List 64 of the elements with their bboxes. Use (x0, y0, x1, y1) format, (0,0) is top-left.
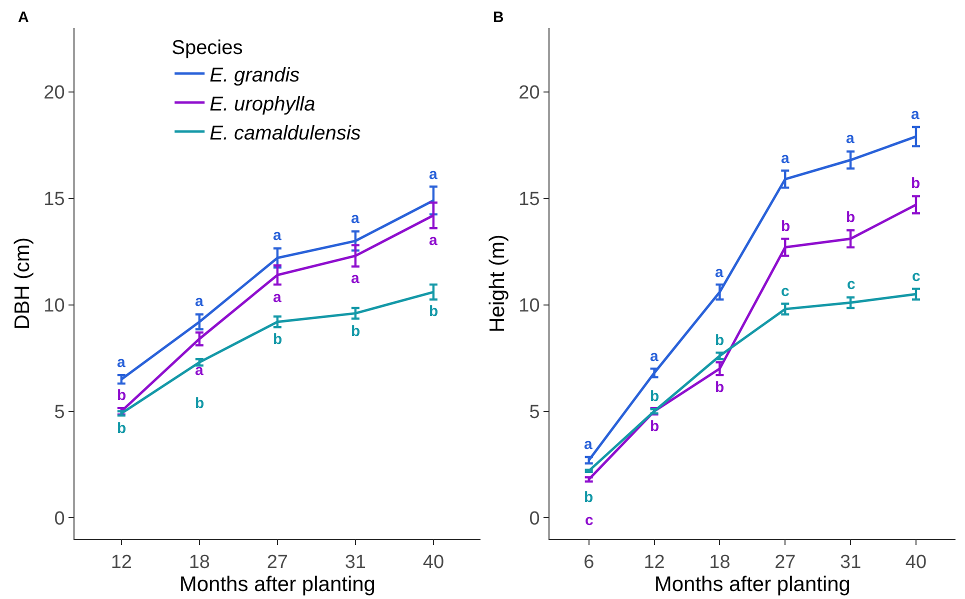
x-tick-label: 18 (188, 552, 210, 573)
data-label: b (429, 303, 438, 320)
data-label: b (117, 420, 126, 437)
data-label: a (195, 293, 204, 310)
data-label: b (911, 175, 920, 192)
x-axis-title: Months after planting (179, 572, 376, 596)
data-label: a (351, 210, 360, 227)
data-label: a (117, 354, 126, 371)
y-tick-label: 10 (518, 295, 540, 316)
y-tick-label: 0 (54, 508, 65, 530)
legend-label: E. camaldulensis (210, 122, 361, 144)
data-label: a (429, 166, 438, 183)
data-label: a (429, 232, 438, 249)
data-label: b (715, 332, 724, 349)
x-tick-label: 31 (344, 552, 366, 573)
data-label: c (912, 268, 920, 285)
x-tick-label: 27 (266, 552, 288, 573)
x-tick-label: 6 (584, 552, 594, 573)
data-label: b (195, 395, 204, 412)
data-label: a (911, 106, 920, 123)
data-label: b (273, 331, 282, 348)
legend-label: E. grandis (210, 64, 300, 86)
y-tick-label: 5 (54, 402, 65, 423)
data-label: a (650, 348, 659, 365)
data-label: b (715, 379, 724, 396)
y-axis-title: DBH (cm) (10, 237, 34, 330)
data-label: a (273, 227, 282, 244)
y-tick-label: 10 (44, 295, 65, 316)
x-tick-label: 12 (644, 552, 665, 573)
x-axis-title: Months after planting (654, 572, 850, 596)
data-label: a (584, 436, 593, 453)
data-label: b (650, 418, 660, 435)
y-tick-label: 15 (518, 188, 540, 210)
y-tick-label: 20 (44, 82, 65, 104)
y-tick-label: 0 (529, 508, 540, 530)
x-tick-label: 40 (905, 552, 927, 573)
data-label: a (715, 264, 724, 281)
x-tick-label: 27 (774, 552, 796, 573)
data-label: b (117, 387, 126, 404)
y-tick-label: 20 (518, 82, 540, 104)
x-tick-label: 12 (110, 552, 132, 573)
x-tick-label: 31 (840, 552, 862, 573)
data-label: c (781, 283, 790, 300)
data-label: a (195, 362, 204, 379)
data-label: a (781, 150, 790, 167)
chart-title: A (18, 9, 29, 26)
chart-title: B (493, 9, 504, 26)
data-label: b (781, 218, 790, 235)
data-label: c (585, 512, 594, 529)
data-label: b (584, 489, 594, 506)
x-tick-label: 18 (709, 552, 730, 573)
legend-title: Species (172, 37, 243, 59)
data-label: a (273, 289, 282, 306)
data-label: b (846, 209, 856, 226)
data-label: b (351, 323, 360, 340)
data-label: c (847, 276, 856, 293)
data-label: b (650, 388, 660, 405)
data-label: a (351, 270, 360, 287)
legend-label: E. urophylla (210, 93, 316, 116)
y-tick-label: 5 (529, 402, 540, 423)
data-label: a (846, 130, 855, 147)
x-tick-label: 40 (422, 552, 444, 573)
y-axis-title: Height (m) (486, 234, 509, 333)
y-tick-label: 15 (44, 188, 65, 210)
